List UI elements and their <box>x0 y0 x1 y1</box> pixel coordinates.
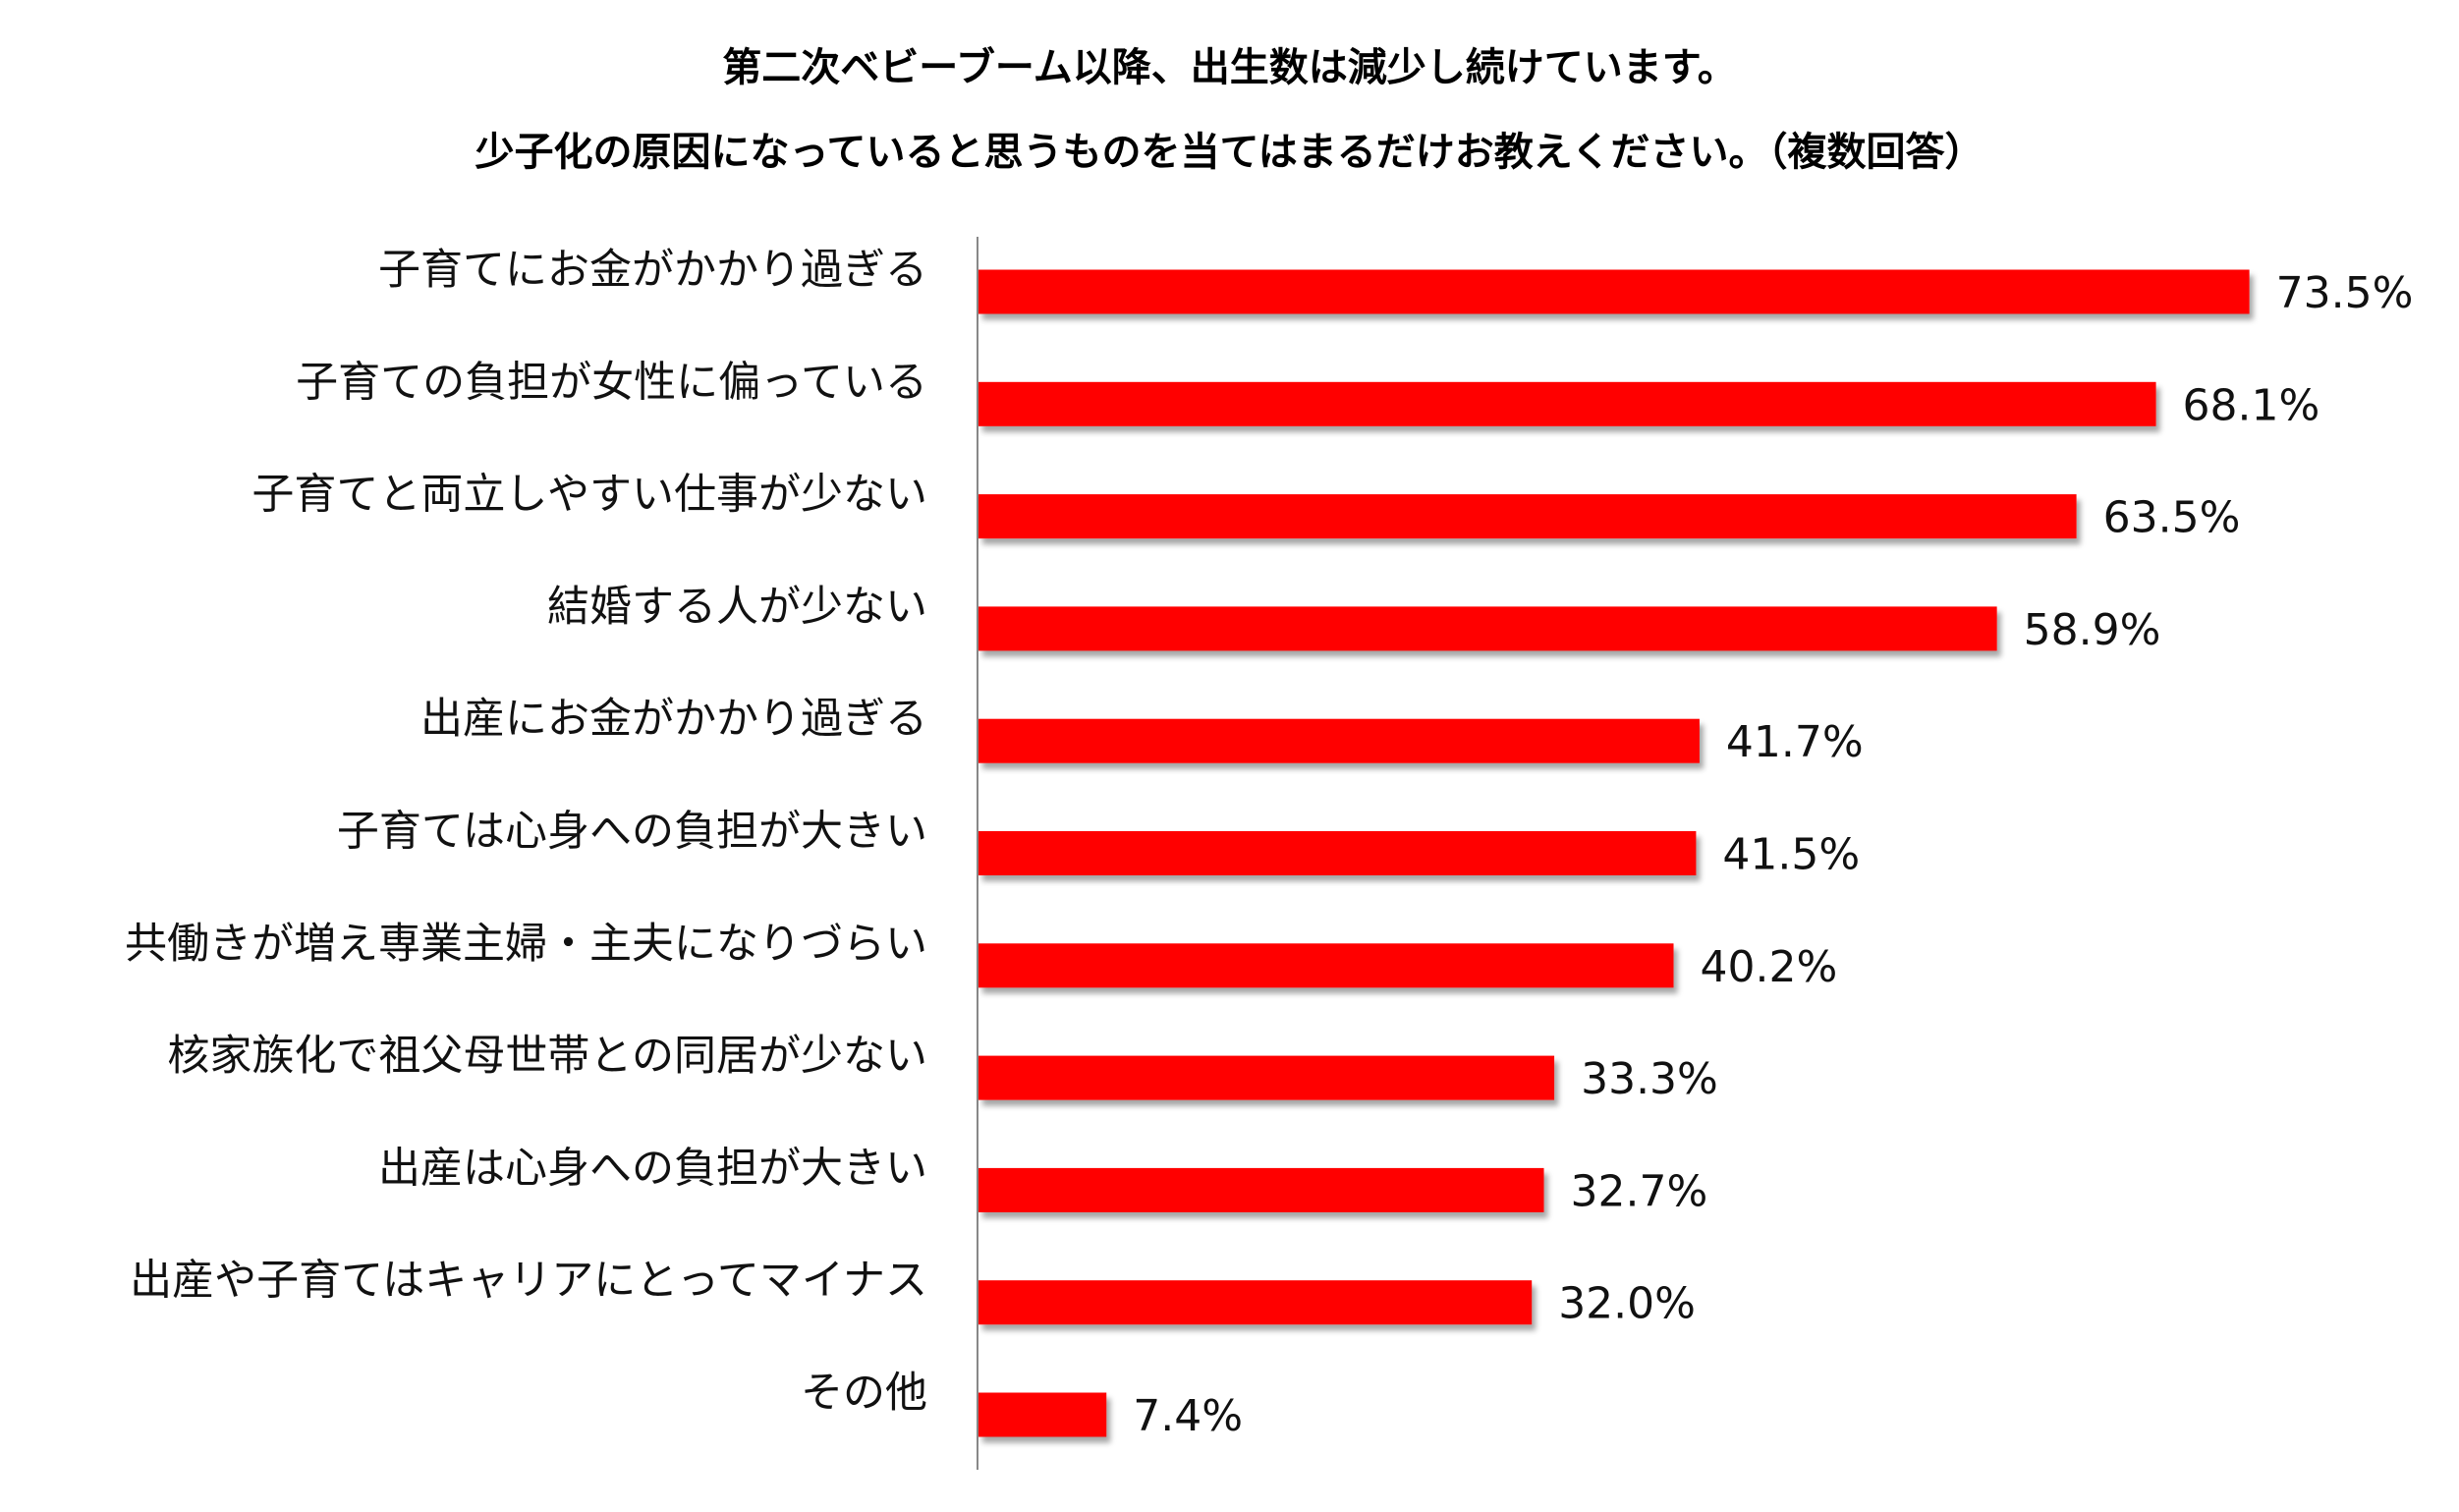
bar <box>978 1055 1555 1100</box>
bar <box>978 831 1697 875</box>
value-label: 58.9% <box>2024 605 2161 655</box>
value-label: 41.7% <box>1726 717 1864 767</box>
value-label: 33.3% <box>1581 1054 1718 1104</box>
bar <box>978 1167 1544 1212</box>
bar <box>978 381 2156 426</box>
value-label: 40.2% <box>1701 942 1838 992</box>
category-label: 子育てにお金がかかり過ぎる <box>378 246 927 295</box>
category-label: 子育ては心身への負担が大きい <box>337 808 927 857</box>
value-label: 63.5% <box>2103 493 2241 543</box>
category-label: 子育ての負担が女性に偏っている <box>296 358 927 407</box>
bar <box>978 269 2250 314</box>
value-label: 32.7% <box>1571 1166 1708 1216</box>
bar <box>978 606 1997 651</box>
bar <box>978 943 1674 988</box>
category-label: 出産は心身への負担が大きい <box>378 1144 927 1193</box>
chart-title: 第二次ベビーブーム以降、出生数は減少し続けています。 <box>722 45 1737 90</box>
category-label: 結婚する人が少ない <box>547 583 927 632</box>
bar <box>978 1392 1107 1437</box>
bar <box>978 494 2077 539</box>
category-label: 出産にお金がかかり過ぎる <box>420 695 927 744</box>
category-label: 子育てと両立しやすい仕事が少ない <box>251 471 927 520</box>
category-label: 共働きが増え専業主婦・主夫になりづらい <box>125 920 927 969</box>
value-label: 41.5% <box>1722 830 1860 880</box>
value-label: 73.5% <box>2276 268 2414 318</box>
value-label: 68.1% <box>2183 380 2320 430</box>
chart-subtitle: 少子化の原因になっていると思うものを当てはまるだけお教えください。（複数回答） <box>475 130 1984 175</box>
value-label: 7.4% <box>1133 1391 1243 1441</box>
category-label: 出産や子育てはキャリアにとってマイナス <box>130 1257 927 1306</box>
category-label: 核家族化で祖父母世帯との同居が少ない <box>167 1032 927 1081</box>
category-label: その他 <box>801 1369 927 1418</box>
bar <box>978 1280 1533 1325</box>
bar <box>978 718 1700 763</box>
value-label: 32.0% <box>1558 1279 1696 1329</box>
